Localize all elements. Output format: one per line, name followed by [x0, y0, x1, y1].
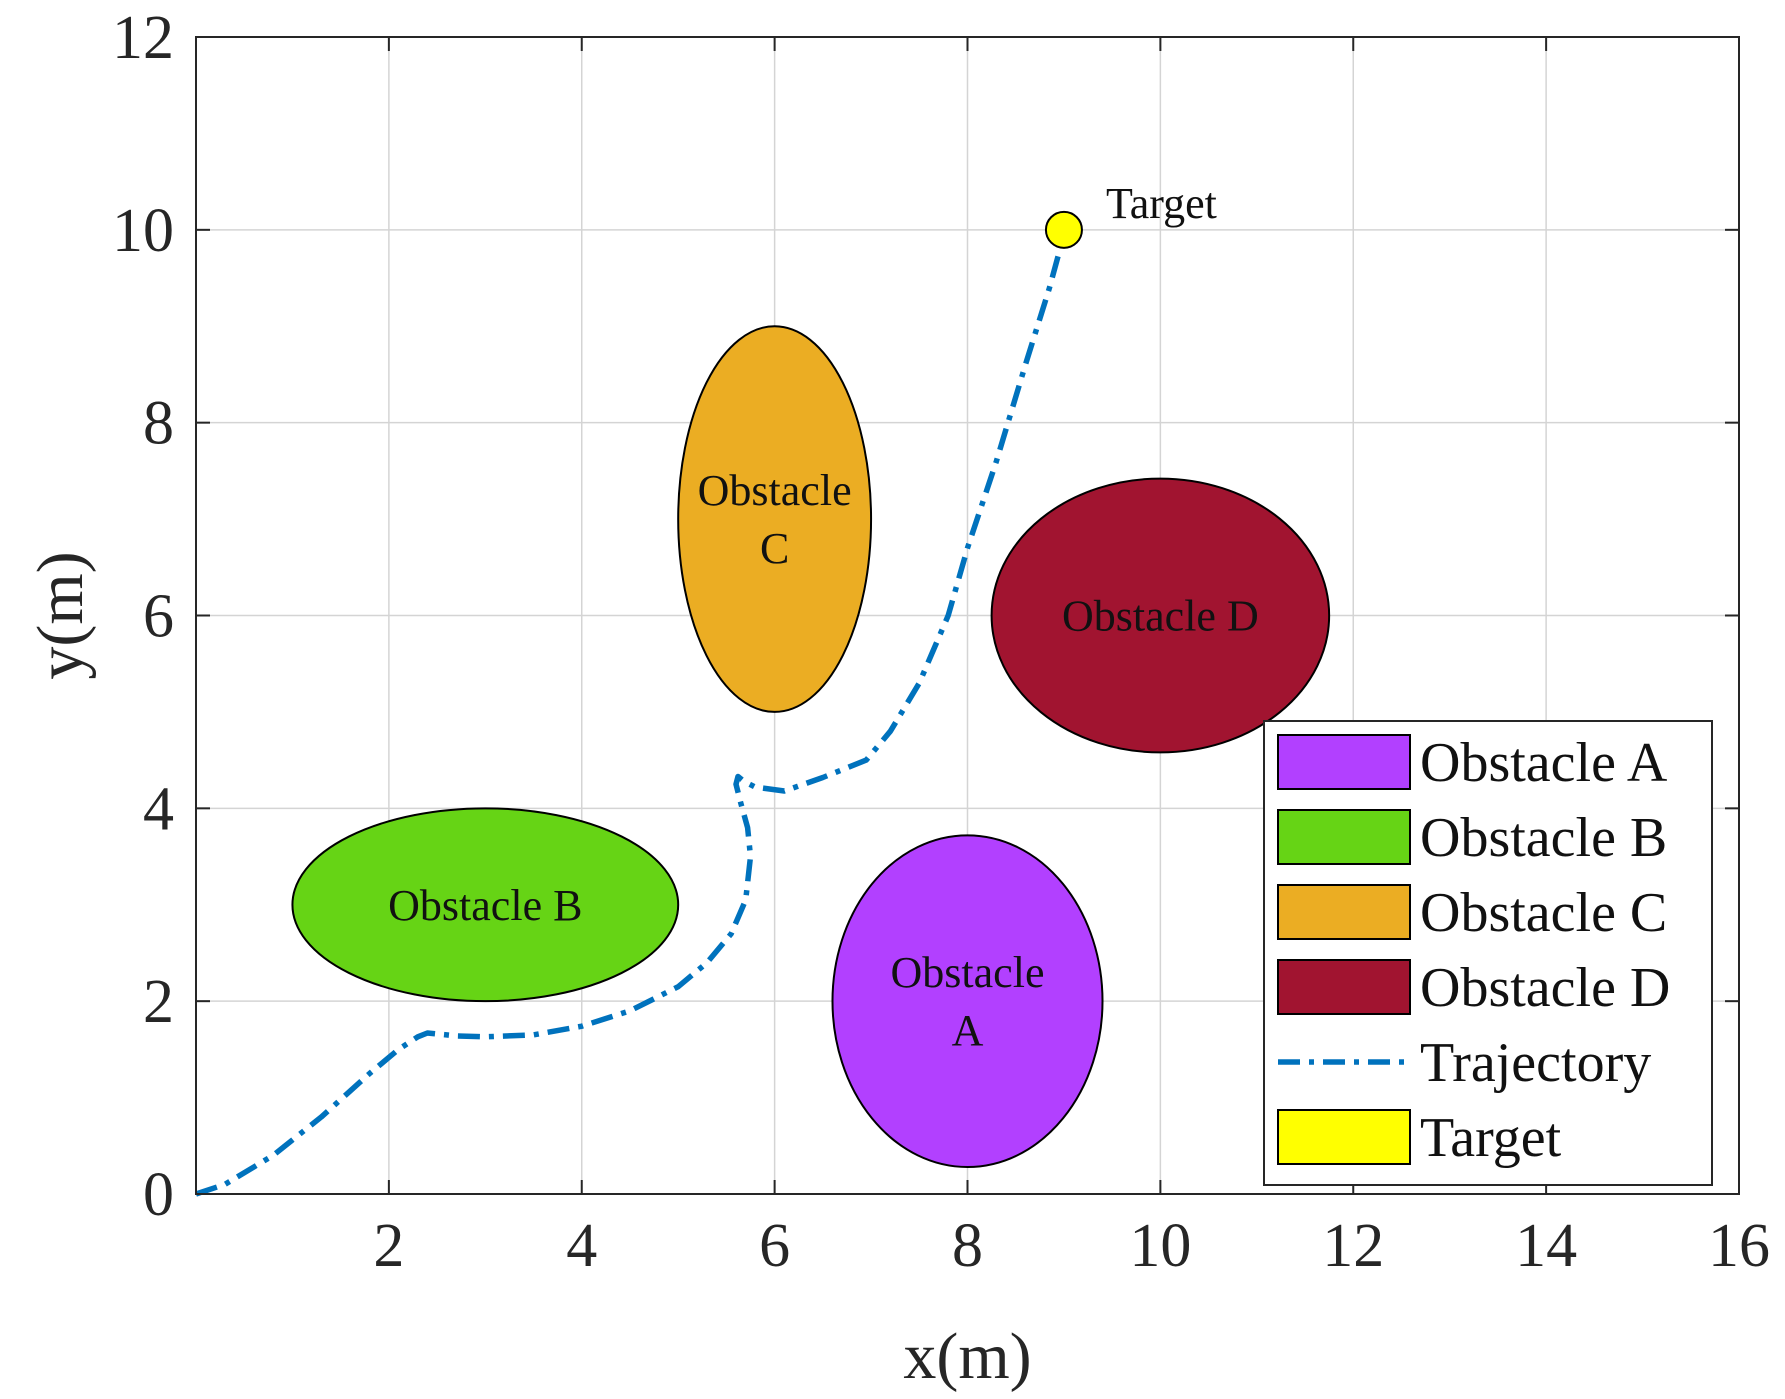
obstacle-label: Obstacle D — [1062, 592, 1259, 641]
obstacle-d: Obstacle D — [990, 477, 1331, 754]
obstacle-label: Obstacle — [891, 948, 1045, 997]
legend-swatch — [1277, 884, 1411, 940]
obstacle-b: Obstacle B — [291, 807, 680, 1003]
axes: 2 4 6 8 10 12 14 16 0 2 4 6 8 10 12 x(m) y(m) — [24, 4, 1770, 1393]
legend-entry-obstacle-d: Obstacle D — [1277, 957, 1670, 1019]
obstacles: Obstacle A Obstacle B Obstacle C Obstacle D — [291, 325, 1331, 1169]
legend-swatch — [1277, 734, 1411, 790]
y-tick-label: 4 — [143, 775, 174, 843]
target-marker — [1044, 210, 1083, 249]
legend: Obstacle A Obstacle B Obstacle C Obstacle D… — [1263, 720, 1713, 1186]
obstacle-ellipse — [990, 477, 1331, 754]
obstacle-label: Obstacle B — [388, 881, 582, 930]
x-tick-label: 2 — [373, 1212, 404, 1280]
y-tick-label: 2 — [143, 968, 174, 1036]
legend-label: Obstacle B — [1420, 807, 1667, 869]
legend-entry-target: Target — [1277, 1107, 1562, 1169]
x-tick-label: 4 — [566, 1212, 597, 1280]
x-tick-label: 12 — [1322, 1212, 1384, 1280]
obstacle-label: C — [760, 524, 789, 573]
obstacle-c: Obstacle C — [677, 325, 873, 713]
target-layer: Target — [1044, 179, 1217, 249]
legend-box — [1263, 720, 1713, 1186]
legend-swatch — [1277, 959, 1411, 1015]
obstacle-label: Obstacle — [698, 466, 852, 515]
y-axis-label: y(m) — [24, 551, 97, 679]
x-tick-label: 14 — [1515, 1212, 1577, 1280]
obstacle-a: Obstacle A — [831, 834, 1104, 1169]
obstacle-ellipse — [291, 807, 680, 1003]
legend-label: Trajectory — [1420, 1032, 1651, 1094]
y-tick-label: 0 — [143, 1161, 174, 1229]
obstacle-ellipse — [677, 325, 873, 713]
y-tick-label: 8 — [143, 390, 174, 458]
x-tick-label: 8 — [952, 1212, 983, 1280]
trajectory-line — [195, 233, 1067, 1197]
target-annotation: Target — [1106, 179, 1217, 228]
legend-entry-obstacle-a: Obstacle A — [1277, 732, 1668, 794]
legend-entry-obstacle-c: Obstacle C — [1277, 882, 1667, 944]
legend-label: Obstacle C — [1420, 882, 1667, 944]
legend-label: Obstacle D — [1420, 957, 1670, 1019]
trajectory-layer — [195, 233, 1067, 1197]
legend-label: Obstacle A — [1420, 732, 1668, 794]
y-tick-label: 6 — [143, 583, 174, 651]
y-tick-label: 10 — [112, 197, 174, 265]
x-tick-label: 6 — [759, 1212, 790, 1280]
x-tick-label: 10 — [1129, 1212, 1191, 1280]
x-axis-label: x(m) — [903, 1320, 1031, 1393]
obstacle-ellipse — [831, 834, 1104, 1169]
legend-entry-obstacle-b: Obstacle B — [1277, 807, 1667, 869]
y-tick-label: 12 — [112, 4, 174, 72]
legend-label: Target — [1420, 1107, 1562, 1169]
x-tick-label: 16 — [1708, 1212, 1770, 1280]
legend-swatch — [1277, 1109, 1411, 1165]
obstacle-label: A — [952, 1006, 984, 1055]
legend-entry-trajectory: Trajectory — [1278, 1032, 1651, 1094]
legend-swatch — [1277, 809, 1411, 865]
